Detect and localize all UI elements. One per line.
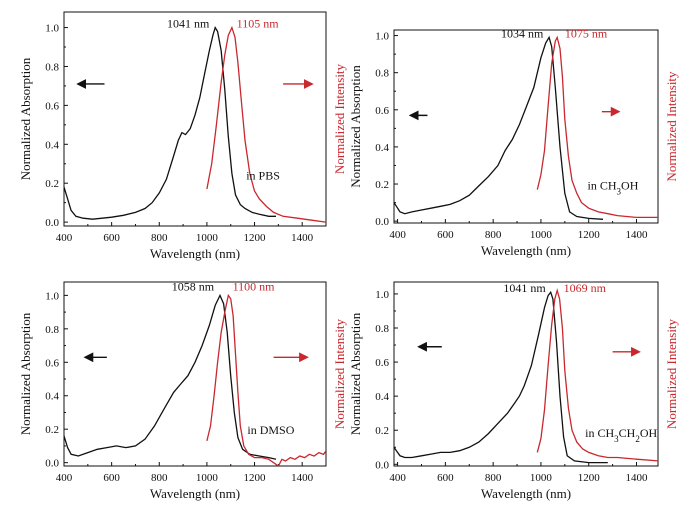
y-tick-label: 1.0 xyxy=(375,31,389,43)
y-tick-label: 0.8 xyxy=(375,68,389,80)
x-axis-label: Wavelength (nm) xyxy=(150,246,240,261)
x-tick-label: 1000 xyxy=(530,229,553,241)
x-tick-label: 600 xyxy=(103,232,120,244)
solvent-label-part: 3 xyxy=(617,187,622,197)
solvent-label: in PBS xyxy=(246,168,280,182)
y-axis-label: Normalized Absorption xyxy=(348,312,363,435)
y-tick-label: 0.2 xyxy=(45,178,59,190)
x-tick-label: 1400 xyxy=(291,472,314,484)
plot-frame xyxy=(63,281,327,467)
x-tick-label: 1000 xyxy=(196,472,219,484)
solvent-label: in DMSO xyxy=(247,423,294,437)
emission-line xyxy=(206,25,326,223)
x-tick-label: 1000 xyxy=(530,472,553,484)
x-tick-label: 800 xyxy=(485,229,502,241)
absorption-line xyxy=(64,26,276,220)
y-tick-label: 1.0 xyxy=(45,23,59,35)
solvent-label-part: in CH xyxy=(585,426,614,440)
absorption-line xyxy=(64,293,277,460)
x-tick-label: 400 xyxy=(56,232,73,244)
emission-peak-label: 1069 nm xyxy=(564,281,607,295)
x-tick-label: 1400 xyxy=(625,229,648,241)
chart-dmso: 400 600 800 1000 1200 1400 0.0 0.2 0.4 0.6 0.8 1.0 W… xyxy=(18,279,347,501)
y-axis-label: Normalized Absorption xyxy=(348,65,363,188)
y-tick-label: 0.4 xyxy=(45,139,59,151)
y2-axis-label: Normalized Intensity xyxy=(664,71,679,182)
y-tick-label: 0.2 xyxy=(45,424,59,436)
plot-frame xyxy=(393,281,659,467)
y-tick-label: 0.6 xyxy=(375,105,389,117)
x-tick-label: 1400 xyxy=(625,472,648,484)
y-tick-label: 0.8 xyxy=(375,323,389,335)
x-axis-label: Wavelength (nm) xyxy=(481,243,571,258)
x-axis-label: Wavelength (nm) xyxy=(150,486,240,501)
solvent-label-part: CH xyxy=(619,426,636,440)
x-tick-label: 600 xyxy=(437,472,454,484)
solvent-label-part: in PBS xyxy=(246,168,280,182)
x-tick-label: 1000 xyxy=(196,232,219,244)
x-tick-label: 1200 xyxy=(244,472,267,484)
solvent-label-part: OH xyxy=(621,179,639,193)
chart-pbs: 400 600 800 1000 1200 1400 0.0 0.2 0.4 0.6 0.8 1.0 W… xyxy=(18,11,347,261)
y-tick-label: 0.0 xyxy=(45,217,59,229)
solvent-label-part: in DMSO xyxy=(247,423,294,437)
plot-frame xyxy=(393,29,659,224)
x-tick-label: 800 xyxy=(151,472,168,484)
x-tick-label: 400 xyxy=(56,472,73,484)
y-tick-label: 0.8 xyxy=(45,324,59,336)
x-tick-label: 400 xyxy=(389,472,406,484)
x-tick-label: 1400 xyxy=(291,232,314,244)
y2-axis-label: Normalized Intensity xyxy=(332,318,347,429)
y-tick-label: 0.4 xyxy=(375,142,389,154)
emission-line xyxy=(206,293,326,466)
y-tick-label: 1.0 xyxy=(45,290,59,302)
absorption-peak-label: 1034 nm xyxy=(501,26,544,40)
x-tick-label: 600 xyxy=(437,229,454,241)
y-tick-label: 0.4 xyxy=(375,391,389,403)
chart-ethanol: 400 600 800 1000 1200 1400 0.0 0.2 0.4 0.6 0.8 1.0 W… xyxy=(348,281,679,501)
emission-peak-label: 1100 nm xyxy=(233,279,276,293)
y-tick-label: 0.2 xyxy=(375,425,389,437)
y-tick-label: 0.0 xyxy=(375,216,389,228)
emission-line xyxy=(536,288,658,462)
x-tick-label: 1200 xyxy=(578,472,601,484)
solvent-label-part: 3 xyxy=(614,434,619,444)
y-tick-label: 0.0 xyxy=(375,459,389,471)
solvent-label: in CH3CH2OH xyxy=(585,426,657,444)
x-tick-label: 1200 xyxy=(244,232,267,244)
y-axis-label: Normalized Absorption xyxy=(18,312,33,435)
x-tick-label: 600 xyxy=(103,472,120,484)
emission-peak-label: 1105 nm xyxy=(237,17,280,31)
y2-axis-label: Normalized Intensity xyxy=(332,63,347,174)
solvent-label-part: in CH xyxy=(588,179,617,193)
x-tick-label: 400 xyxy=(389,229,406,241)
y-tick-label: 0.6 xyxy=(375,357,389,369)
absorption-peak-label: 1058 nm xyxy=(172,279,215,293)
solvent-label: in CH3OH xyxy=(588,179,639,197)
x-axis-label: Wavelength (nm) xyxy=(481,486,571,501)
y-tick-label: 0.6 xyxy=(45,357,59,369)
absorption-peak-label: 1041 nm xyxy=(503,281,546,295)
absorption-line xyxy=(394,35,604,220)
y-tick-label: 0.8 xyxy=(45,61,59,73)
y-tick-label: 1.0 xyxy=(375,289,389,301)
solvent-label-part: 2 xyxy=(635,434,640,444)
y-tick-label: 0.4 xyxy=(45,391,59,403)
x-tick-label: 800 xyxy=(151,232,168,244)
absorption-line xyxy=(394,290,608,464)
emission-line xyxy=(536,35,658,219)
chart-methanol: 400 600 800 1000 1200 1400 0.0 0.2 0.4 0.6 0.8 1.0 W… xyxy=(348,26,679,258)
y2-axis-label: Normalized Intensity xyxy=(664,318,679,429)
y-tick-label: 0.0 xyxy=(45,458,59,470)
x-tick-label: 1200 xyxy=(578,229,601,241)
y-tick-label: 0.2 xyxy=(375,179,389,191)
solvent-label-part: OH xyxy=(640,426,658,440)
emission-peak-label: 1075 nm xyxy=(565,26,608,40)
plot-frame xyxy=(63,11,327,227)
y-axis-label: Normalized Absorption xyxy=(18,57,33,180)
absorption-peak-label: 1041 nm xyxy=(167,17,210,31)
y-tick-label: 0.6 xyxy=(45,100,59,112)
x-tick-label: 800 xyxy=(485,472,502,484)
